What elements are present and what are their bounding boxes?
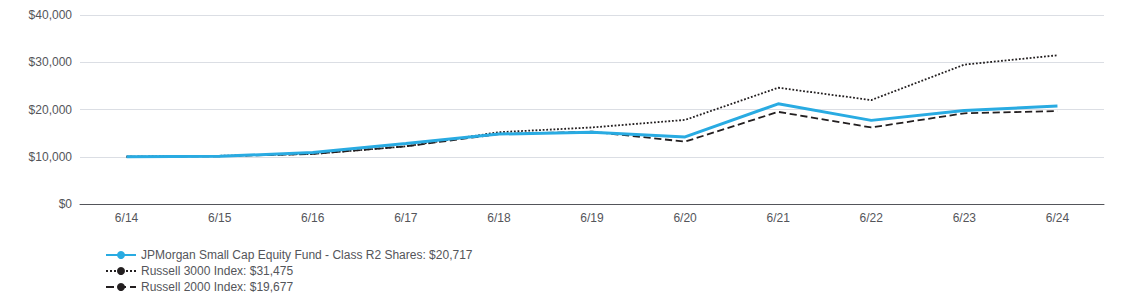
svg-text:6/20: 6/20 [673, 211, 697, 225]
svg-text:$10,000: $10,000 [29, 150, 73, 164]
svg-text:6/16: 6/16 [301, 211, 325, 225]
svg-text:Russell 2000 Index: $19,677: Russell 2000 Index: $19,677 [141, 280, 293, 294]
svg-text:6/22: 6/22 [860, 211, 884, 225]
svg-text:$0: $0 [59, 197, 73, 211]
svg-text:6/23: 6/23 [953, 211, 977, 225]
svg-text:6/19: 6/19 [580, 211, 604, 225]
svg-text:Russell 3000 Index: $31,475: Russell 3000 Index: $31,475 [141, 264, 293, 278]
svg-text:6/14: 6/14 [115, 211, 139, 225]
svg-text:6/18: 6/18 [487, 211, 511, 225]
svg-text:$20,000: $20,000 [29, 103, 73, 117]
svg-text:6/17: 6/17 [394, 211, 418, 225]
svg-text:JPMorgan Small Cap Equity Fund: JPMorgan Small Cap Equity Fund - Class R… [141, 248, 473, 262]
svg-text:6/21: 6/21 [767, 211, 791, 225]
svg-text:6/15: 6/15 [208, 211, 232, 225]
svg-text:$40,000: $40,000 [29, 8, 73, 22]
svg-text:$30,000: $30,000 [29, 55, 73, 69]
svg-text:6/24: 6/24 [1046, 211, 1070, 225]
